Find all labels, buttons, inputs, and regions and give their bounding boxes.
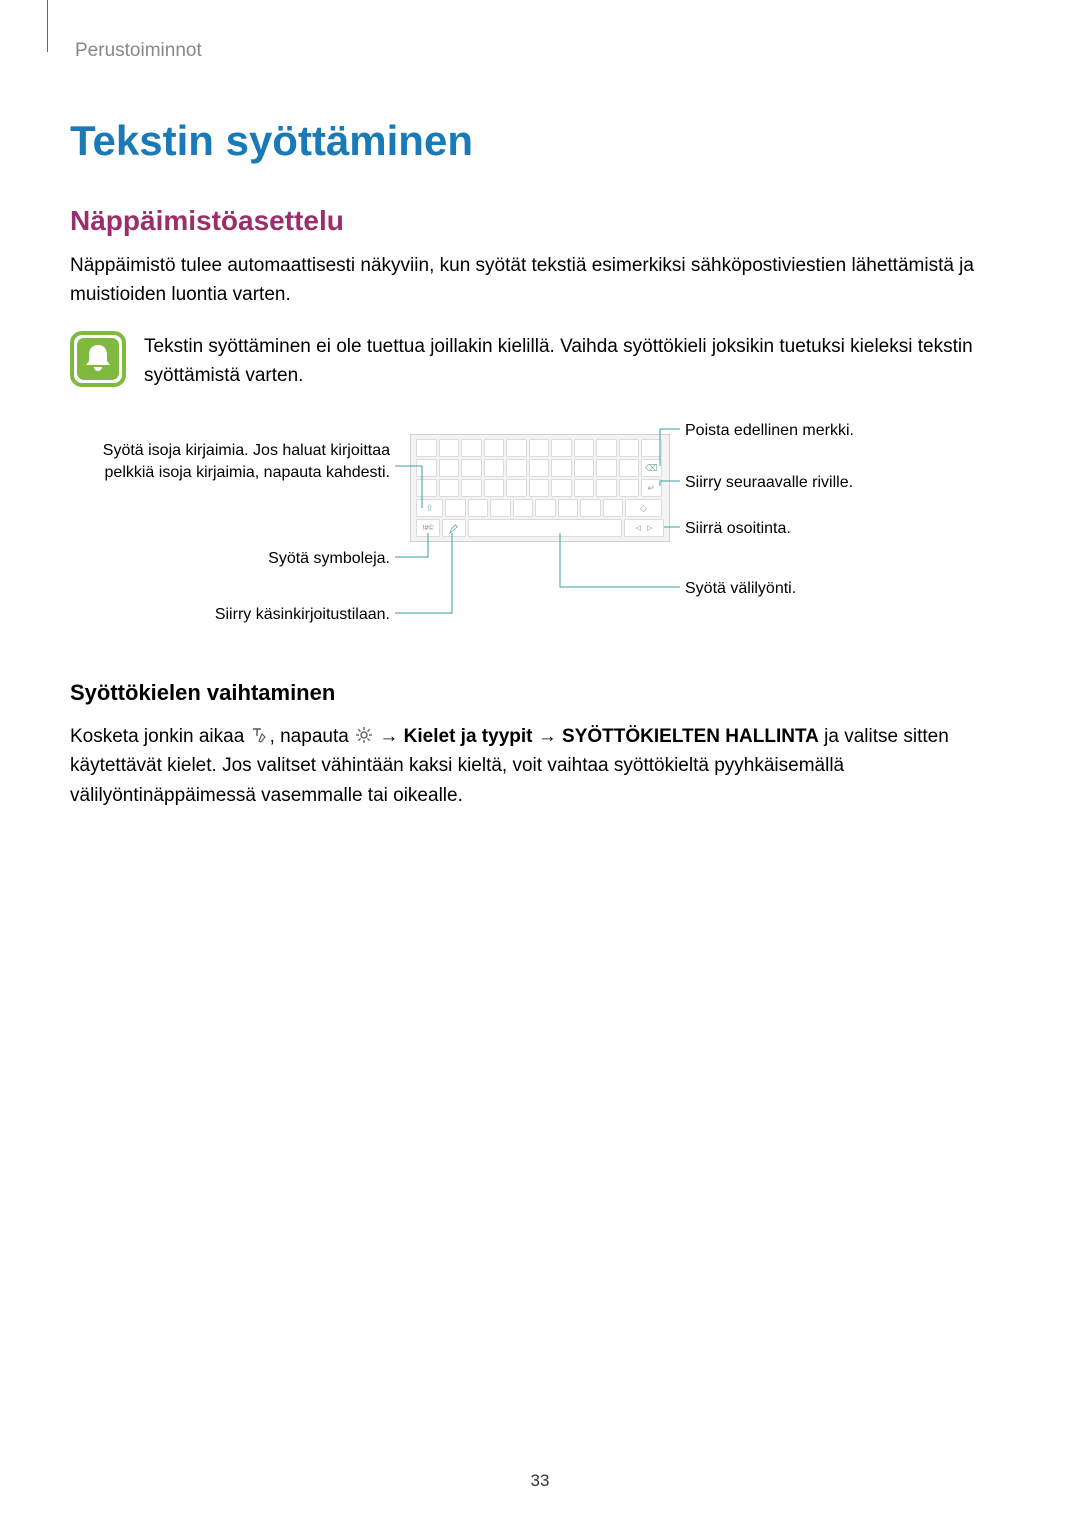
pen-t-icon [250,725,270,745]
shift-icon: ⇧ [426,503,434,514]
handwriting-key [442,519,466,537]
callout-backspace: Poista edellinen merkki. [685,420,854,442]
intro-paragraph: Näppäimistö tulee automaattisesti näkyvi… [70,252,1010,309]
subsection-heading: Syöttökielen vaihtaminen [70,680,1010,706]
para-text-1: Kosketa jonkin aikaa [70,726,250,747]
spacebar-key [468,519,622,537]
callout-enter: Siirry seuraavalle riville. [685,472,853,494]
callout-symbols: Syötä symboleja. [70,548,390,570]
backspace-icon: ⌫ [645,463,658,474]
page-content: Perustoiminnot Tekstin syöttäminen Näppä… [0,0,1080,1527]
note-text: Tekstin syöttäminen ei ole tuettua joill… [144,331,1010,390]
dot-icon: ◇ [640,503,647,514]
callout-space: Syötä välilyönti. [685,578,796,600]
cursor-keys: ◁▷ [624,519,664,537]
section-heading: Näppäimistöasettelu [70,205,1010,237]
keyboard-diagram: ⌫ ↵ ⇧ ◇ !#© ◁▷ [70,420,1010,635]
instruction-paragraph: Kosketa jonkin aikaa , napauta → Kielet … [70,722,1010,810]
para-bold-2: SYÖTTÖKIELTEN HALLINTA [562,726,819,747]
enter-icon: ↵ [647,483,655,494]
symbols-key: !#© [416,519,440,537]
para-text-3: → [374,726,404,747]
margin-rule [47,0,48,52]
callout-shift: Syötä isoja kirjaimia. Jos haluat kirjoi… [70,440,390,483]
page-title: Tekstin syöttäminen [70,117,1010,165]
breadcrumb: Perustoiminnot [75,40,1010,62]
callout-handwriting: Siirry käsinkirjoitustilaan. [70,604,390,626]
para-text-2: , napauta [270,726,355,747]
callout-cursor: Siirrä osoitinta. [685,518,791,540]
gear-icon [354,725,374,745]
note-bell-icon [70,331,126,387]
para-text-4: → [532,726,562,747]
note-block: Tekstin syöttäminen ei ole tuettua joill… [70,331,1010,390]
keyboard-illustration: ⌫ ↵ ⇧ ◇ !#© ◁▷ [410,434,670,542]
para-bold-1: Kielet ja tyypit [404,726,533,747]
page-number: 33 [0,1471,1080,1491]
